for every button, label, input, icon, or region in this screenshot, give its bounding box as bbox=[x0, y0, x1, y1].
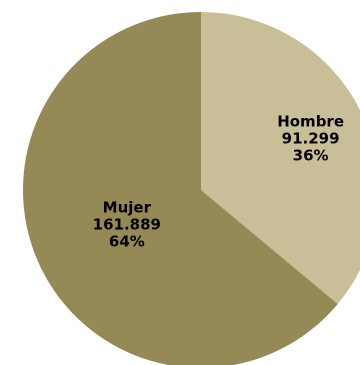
slice-value: 161.889 bbox=[93, 216, 161, 234]
pie-labels: Hombre 91.299 36% Mujer 161.889 64% bbox=[93, 113, 344, 251]
slice-name: Hombre bbox=[277, 113, 344, 131]
pie-slice-hombre bbox=[201, 12, 360, 304]
slice-percent: 64% bbox=[109, 233, 145, 251]
slice-percent: 36% bbox=[293, 147, 329, 165]
pie-label-hombre: Hombre 91.299 36% bbox=[277, 113, 344, 165]
slice-value: 91.299 bbox=[282, 130, 340, 148]
slice-name: Mujer bbox=[103, 199, 152, 217]
pie-slice-mujer bbox=[23, 12, 338, 365]
pie-label-mujer: Mujer 161.889 64% bbox=[93, 199, 161, 251]
pie-slices bbox=[23, 12, 360, 365]
